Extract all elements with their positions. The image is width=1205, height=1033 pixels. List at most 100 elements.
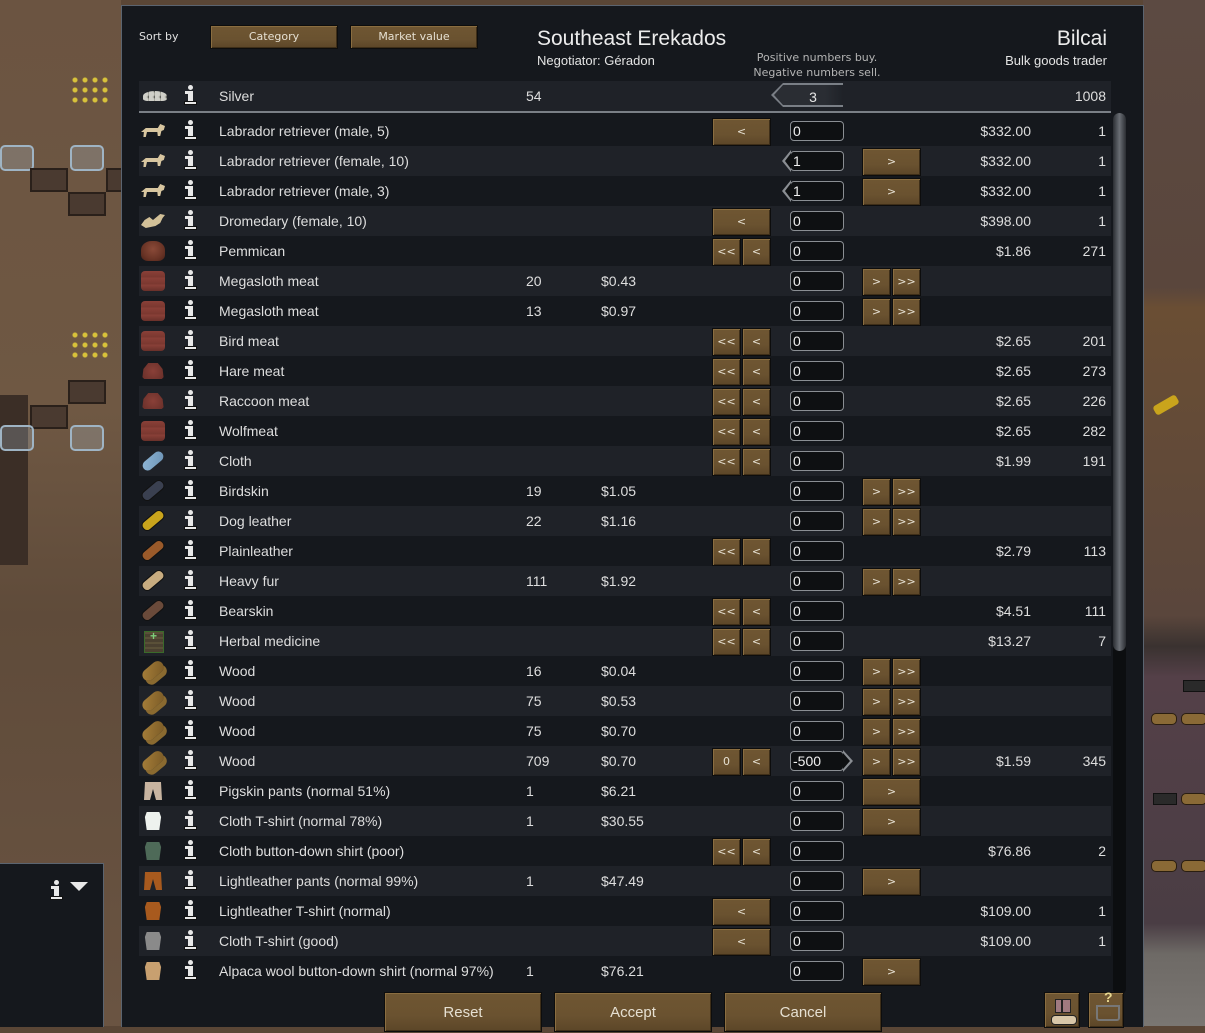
sell-one-button[interactable]: <	[742, 358, 771, 386]
quantity-input[interactable]: 0	[790, 811, 844, 831]
buy-all-button[interactable]: >>	[892, 688, 921, 716]
quantity-input[interactable]: 0	[790, 481, 844, 501]
sell-one-button[interactable]: <	[712, 928, 771, 956]
sell-one-button[interactable]: <	[742, 628, 771, 656]
quantity-input[interactable]: 0	[790, 211, 844, 231]
buy-one-button[interactable]: >	[862, 148, 921, 176]
quantity-input[interactable]: 0	[790, 451, 844, 471]
info-icon[interactable]	[184, 926, 200, 956]
buy-one-button[interactable]: >	[862, 808, 921, 836]
info-icon[interactable]	[184, 326, 200, 356]
sell-all-button[interactable]: <<	[712, 448, 741, 476]
info-icon[interactable]	[184, 776, 200, 806]
info-icon[interactable]	[184, 836, 200, 866]
quantity-input[interactable]: 0	[790, 361, 844, 381]
info-icon[interactable]	[184, 686, 200, 716]
trade-mode-button[interactable]: ?	[1088, 989, 1124, 1028]
sell-one-button[interactable]: <	[742, 238, 771, 266]
buy-all-button[interactable]: >>	[892, 568, 921, 596]
quantity-input[interactable]: 0	[790, 391, 844, 411]
quantity-input[interactable]: 0	[790, 331, 844, 351]
quantity-input[interactable]: 0	[790, 271, 844, 291]
sell-all-button[interactable]: <<	[712, 418, 741, 446]
quantity-input[interactable]: 1	[782, 180, 844, 202]
quantity-input[interactable]: 0	[790, 301, 844, 321]
buy-all-button[interactable]: >>	[892, 298, 921, 326]
quantity-input[interactable]: 0	[790, 511, 844, 531]
sell-one-button[interactable]: <	[742, 538, 771, 566]
info-icon[interactable]	[184, 81, 200, 111]
buy-one-button[interactable]: >	[862, 268, 891, 296]
sell-one-button[interactable]: <	[742, 748, 771, 776]
sell-one-button[interactable]: <	[742, 448, 771, 476]
sell-one-button[interactable]: <	[742, 388, 771, 416]
quantity-input[interactable]: 0	[790, 601, 844, 621]
quantity-input[interactable]: 1	[782, 150, 844, 172]
info-icon[interactable]	[184, 446, 200, 476]
buy-one-button[interactable]: >	[862, 568, 891, 596]
quantity-input[interactable]: 0	[790, 421, 844, 441]
buy-one-button[interactable]: >	[862, 478, 891, 506]
quantity-input[interactable]: 0	[790, 571, 844, 591]
sort-category-button[interactable]: Category	[210, 25, 338, 49]
reset-button[interactable]: Reset	[384, 992, 542, 1032]
info-icon[interactable]	[184, 476, 200, 506]
quantity-input[interactable]: 0	[790, 631, 844, 651]
sell-all-button[interactable]: <<	[712, 238, 741, 266]
info-icon[interactable]	[184, 896, 200, 926]
sell-all-button[interactable]: <<	[712, 388, 741, 416]
scrollbar[interactable]	[1113, 113, 1126, 995]
buy-one-button[interactable]: >	[862, 688, 891, 716]
quantity-input[interactable]: -500	[790, 750, 853, 772]
quantity-input[interactable]: 0	[790, 931, 844, 951]
info-icon[interactable]	[184, 626, 200, 656]
sell-one-button[interactable]: <	[742, 418, 771, 446]
info-icon[interactable]	[184, 116, 200, 146]
buy-one-button[interactable]: >	[862, 178, 921, 206]
sell-all-button[interactable]: <<	[712, 328, 741, 356]
info-icon[interactable]	[184, 206, 200, 236]
info-icon[interactable]	[184, 236, 200, 266]
quantity-input[interactable]: 0	[790, 901, 844, 921]
sell-one-button[interactable]: <	[742, 328, 771, 356]
sell-all-button[interactable]: <<	[712, 538, 741, 566]
info-icon[interactable]	[184, 356, 200, 386]
info-icon[interactable]	[184, 296, 200, 326]
quantity-input[interactable]: 0	[790, 691, 844, 711]
info-icon[interactable]	[184, 176, 200, 206]
info-icon[interactable]	[184, 566, 200, 596]
quantity-input[interactable]: 0	[790, 661, 844, 681]
buy-one-button[interactable]: >	[862, 958, 921, 986]
sell-one-button[interactable]: <	[712, 898, 771, 926]
info-icon[interactable]	[184, 416, 200, 446]
accept-button[interactable]: Accept	[554, 992, 712, 1032]
buy-all-button[interactable]: >>	[892, 478, 921, 506]
buy-one-button[interactable]: >	[862, 748, 891, 776]
sell-one-button[interactable]: <	[712, 208, 771, 236]
quantity-input[interactable]: 0	[790, 841, 844, 861]
buy-one-button[interactable]: >	[862, 868, 921, 896]
info-icon[interactable]	[184, 806, 200, 836]
info-icon[interactable]	[184, 866, 200, 896]
sort-market-value-button[interactable]: Market value	[350, 25, 478, 49]
info-icon[interactable]	[184, 746, 200, 776]
info-icon[interactable]	[184, 956, 200, 986]
quantity-input[interactable]: 0	[790, 241, 844, 261]
dropdown-icon[interactable]	[70, 882, 88, 891]
scrollbar-thumb[interactable]	[1113, 113, 1126, 652]
buy-one-button[interactable]: >	[862, 658, 891, 686]
info-icon[interactable]	[184, 386, 200, 416]
buy-all-button[interactable]: >>	[892, 268, 921, 296]
info-icon[interactable]	[184, 146, 200, 176]
info-icon[interactable]	[184, 506, 200, 536]
info-icon[interactable]	[184, 266, 200, 296]
buy-one-button[interactable]: >	[862, 718, 891, 746]
info-icon[interactable]	[50, 876, 64, 902]
buy-one-button[interactable]: >	[862, 508, 891, 536]
quantity-input[interactable]: 0	[790, 721, 844, 741]
sell-all-button[interactable]: <<	[712, 838, 741, 866]
reset-row-button[interactable]: 0	[712, 748, 741, 776]
quantity-input[interactable]: 0	[790, 121, 844, 141]
buy-all-button[interactable]: >>	[892, 748, 921, 776]
sell-all-button[interactable]: <<	[712, 598, 741, 626]
